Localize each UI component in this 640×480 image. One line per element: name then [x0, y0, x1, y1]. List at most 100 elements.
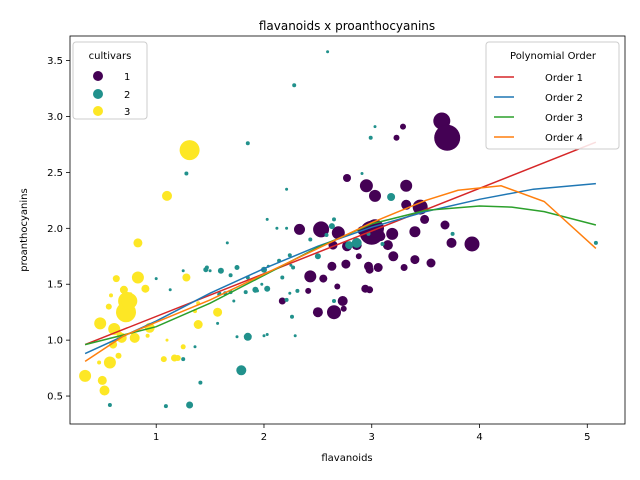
point-cultivar-1-25: [327, 305, 341, 320]
point-cultivar-2-2: [186, 401, 194, 409]
point-cultivar-1-10: [369, 189, 381, 202]
legend-label-order-2: Order 2: [545, 93, 583, 104]
y-tick-label-0.5: 0.5: [47, 392, 63, 403]
point-cultivar-1-1: [312, 307, 323, 318]
point-cultivar-1-32: [337, 296, 348, 306]
point-cultivar-2-48: [593, 240, 598, 245]
fit-line-order-1: [84, 141, 597, 346]
point-cultivar-2-57: [193, 345, 197, 349]
point-cultivar-2-49: [387, 193, 396, 201]
point-cultivar-3-9: [105, 303, 112, 310]
point-cultivar-3-38: [165, 338, 169, 342]
point-cultivar-1-34: [365, 265, 374, 274]
fit-line-order-3: [84, 205, 597, 346]
cultivar-legend-marker-3: [93, 106, 103, 116]
point-cultivar-3-11: [109, 293, 113, 298]
point-cultivar-2-6: [243, 332, 252, 341]
x-axis: 1 2 3 4 5: [153, 424, 590, 443]
fit-line-order-4: [84, 185, 597, 363]
point-cultivar-2-24: [217, 267, 224, 274]
point-cultivar-3-7: [99, 385, 110, 396]
point-cultivar-3-6: [97, 375, 107, 385]
point-cultivar-2-34: [275, 226, 279, 230]
y-tick-label-2: 2.0: [47, 224, 63, 235]
y-tick-label-1.5: 1.5: [47, 280, 63, 291]
point-cultivar-2-33: [245, 141, 250, 146]
point-cultivar-2-46: [380, 242, 385, 246]
cultivar-legend-marker-2: [93, 89, 103, 99]
x-tick-label-3: 3: [369, 432, 375, 443]
point-cultivar-3-32: [174, 355, 181, 361]
point-cultivar-1-28: [313, 221, 330, 238]
point-cultivar-3-27: [141, 284, 150, 293]
point-cultivar-2-25: [218, 291, 222, 295]
point-cultivar-2-42: [351, 237, 362, 248]
point-cultivar-2-67: [260, 282, 264, 286]
cultivar-legend-label-2: 2: [124, 90, 130, 101]
point-cultivar-2-9: [265, 333, 269, 336]
point-cultivar-2-66: [285, 226, 289, 230]
point-cultivar-2-37: [285, 187, 289, 191]
point-cultivar-2-40: [328, 223, 335, 230]
polynomial-order-legend-title: Polynomial Order: [510, 51, 597, 62]
point-cultivar-2-19: [287, 253, 292, 258]
point-cultivar-1-26: [304, 270, 317, 283]
point-cultivar-1-42: [355, 253, 362, 260]
point-cultivar-2-56: [184, 171, 189, 176]
point-cultivar-3-28: [145, 333, 150, 338]
point-cultivar-1-6: [426, 258, 436, 268]
point-cultivar-1-0: [327, 261, 337, 271]
point-cultivar-2-50: [368, 135, 373, 140]
legend-label-order-3: Order 3: [545, 113, 583, 124]
point-cultivar-3-36: [193, 320, 203, 329]
point-cultivar-2-53: [289, 263, 293, 267]
point-cultivar-3-34: [182, 273, 191, 282]
y-tick-label-3: 3.0: [47, 112, 63, 123]
point-cultivar-1-31: [334, 283, 341, 290]
point-cultivar-2-47: [450, 231, 455, 236]
point-cultivar-3-0: [179, 140, 200, 161]
point-cultivar-1-11: [393, 134, 400, 141]
point-cultivar-2-51: [324, 233, 329, 237]
point-cultivar-3-33: [180, 344, 186, 350]
point-cultivar-2-4: [198, 380, 203, 385]
fit-line-order-2: [84, 182, 596, 355]
point-cultivar-3-12: [109, 340, 118, 349]
x-tick-label-5: 5: [584, 432, 590, 443]
point-cultivar-1-46: [331, 226, 345, 240]
cultivar-legend-label-1: 1: [124, 72, 130, 83]
point-cultivar-1-3: [388, 251, 399, 262]
cultivar-legend-marker-1: [93, 71, 103, 81]
point-cultivar-2-30: [228, 273, 233, 278]
point-cultivar-2-10: [293, 334, 297, 338]
point-cultivar-1-30: [319, 274, 328, 283]
point-cultivar-2-55: [295, 288, 300, 293]
point-cultivar-2-8: [262, 334, 266, 338]
cultivar-legend-box: [72, 41, 148, 120]
point-cultivar-1-16: [434, 124, 461, 151]
point-cultivar-2-1: [163, 404, 168, 409]
point-cultivar-2-38: [265, 217, 269, 221]
polynomial-order-legend-box: [485, 41, 620, 150]
point-cultivar-3-22: [121, 293, 138, 309]
legend-label-order-4: Order 4: [545, 133, 583, 144]
point-cultivar-2-44: [360, 172, 364, 175]
y-axis: 0.5 1.0 1.5 2.0 2.5 3.0 3.5: [47, 56, 70, 403]
chart-title: flavanoids x proanthocyanins: [259, 19, 435, 33]
point-cultivar-3-37: [213, 307, 223, 317]
point-cultivar-3-18: [119, 285, 128, 294]
point-cultivar-2-18: [280, 275, 285, 280]
point-cultivar-2-7: [235, 335, 239, 339]
point-cultivar-3-25: [129, 332, 140, 343]
point-cultivar-2-0: [107, 403, 112, 407]
point-cultivar-2-32: [225, 241, 229, 245]
point-cultivar-1-37: [373, 263, 383, 272]
point-cultivar-1-29: [305, 287, 312, 294]
points-layer: [79, 50, 598, 409]
x-tick-label-2: 2: [261, 432, 267, 443]
point-cultivar-2-20: [291, 265, 296, 270]
point-cultivar-2-59: [168, 288, 172, 292]
point-cultivar-3-23: [128, 292, 133, 297]
point-cultivar-2-3: [236, 365, 247, 376]
